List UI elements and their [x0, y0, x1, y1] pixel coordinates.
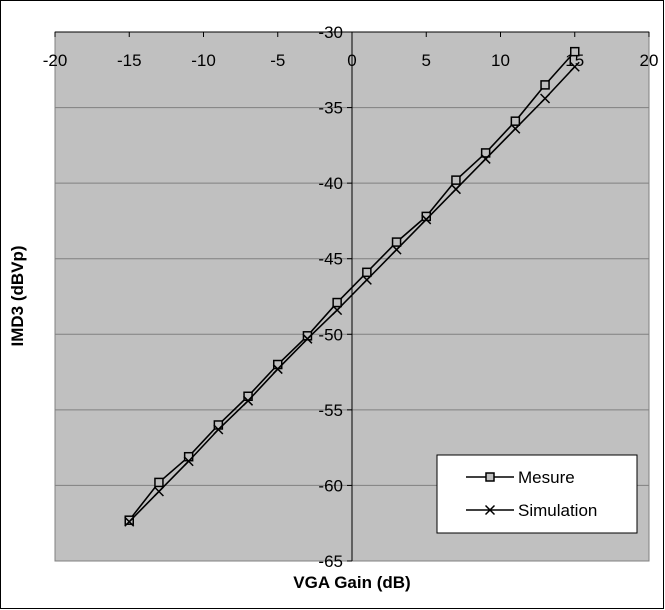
data-point-simulation — [540, 93, 551, 104]
legend: Mesure Simulation — [436, 454, 638, 534]
data-point-simulation — [153, 486, 164, 497]
data-point-mesure — [391, 237, 402, 247]
x-tick-label: 20 — [640, 51, 659, 70]
data-point-simulation — [569, 61, 580, 72]
data-point-simulation — [302, 333, 313, 344]
data-point-mesure — [480, 148, 491, 158]
series-line-mesure — [128, 51, 576, 521]
y-tick-label: -60 — [318, 476, 343, 495]
y-tick-label: -30 — [318, 23, 343, 42]
data-point-mesure — [154, 477, 164, 488]
data-point-simulation — [332, 305, 343, 316]
data-point-mesure — [540, 80, 550, 90]
legend-marker-mesure — [485, 472, 495, 482]
data-point-simulation — [421, 214, 432, 225]
x-tick-label: -10 — [191, 51, 216, 70]
data-point-mesure — [362, 267, 372, 278]
y-axis-title: IMD3 (dBVp) — [8, 245, 27, 346]
data-point-mesure — [124, 515, 134, 525]
y-tick-label: -55 — [318, 401, 343, 420]
x-tick-label: -20 — [43, 51, 68, 70]
x-tick-label: 0 — [347, 51, 356, 70]
y-tick-label: -45 — [318, 250, 343, 269]
data-point-mesure — [243, 391, 253, 402]
data-point-simulation — [183, 456, 194, 467]
data-point-simulation — [361, 274, 372, 285]
x-tick-label: -5 — [270, 51, 285, 70]
data-point-mesure — [332, 297, 342, 308]
data-point-simulation — [124, 516, 135, 527]
data-point-simulation — [510, 123, 521, 134]
data-point-simulation — [243, 395, 254, 406]
series — [124, 46, 580, 527]
x-tick-label: 10 — [491, 51, 510, 70]
y-tick-label: -35 — [318, 99, 343, 118]
series-line-simulation — [128, 66, 576, 523]
x-axis-title: VGA Gain (dB) — [293, 573, 410, 592]
x-tick-label: -15 — [117, 51, 142, 70]
x-tick-label: 5 — [422, 51, 431, 70]
data-point-simulation — [391, 244, 402, 255]
y-tick-label: -65 — [318, 552, 343, 571]
data-point-simulation — [450, 184, 461, 195]
legend-marker-simulation — [484, 504, 496, 516]
data-point-mesure — [183, 451, 194, 462]
data-point-simulation — [213, 424, 224, 435]
axes — [54, 31, 650, 562]
data-point-simulation — [272, 364, 283, 375]
legend-label-simulation: Simulation — [518, 501, 597, 520]
legend-label-mesure: Mesure — [518, 468, 575, 487]
data-point-mesure — [451, 175, 461, 185]
tick-labels: -20 -15 -10 -5 0 5 10 15 20-30-35-40-45-50-55-60… — [43, 23, 659, 571]
data-point-mesure — [570, 46, 580, 57]
legend-box — [436, 454, 638, 534]
y-tick-label: -50 — [318, 325, 343, 344]
data-point-mesure — [510, 116, 521, 126]
data-point-simulation — [480, 153, 491, 164]
y-tick-label: -40 — [318, 174, 343, 193]
